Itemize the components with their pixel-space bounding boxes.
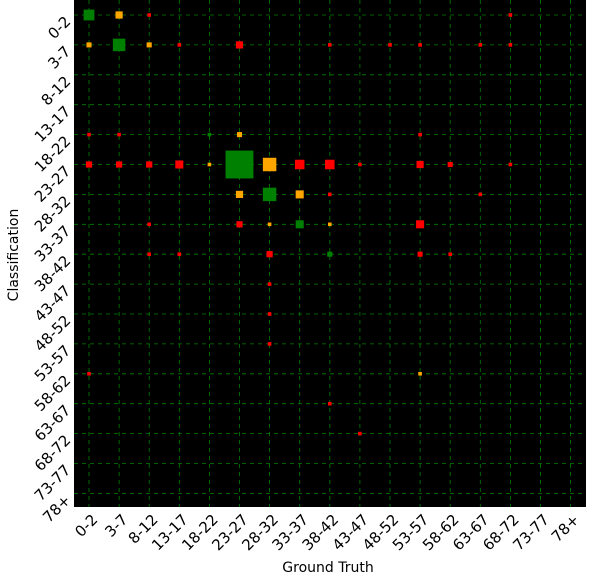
marker-wrong bbox=[294, 159, 305, 170]
grid-lines bbox=[74, 0, 586, 507]
y-axis-label: Classification bbox=[6, 209, 22, 302]
marker-wrong bbox=[478, 43, 483, 47]
marker-wrong bbox=[508, 43, 513, 47]
marker-correct bbox=[225, 150, 254, 179]
marker-correct bbox=[112, 38, 126, 52]
marker-adjacent bbox=[235, 190, 244, 198]
marker-wrong bbox=[146, 161, 153, 168]
marker-wrong bbox=[267, 282, 272, 286]
marker-adjacent bbox=[267, 222, 272, 227]
y-tick-labels: 0-23-78-1213-1718-2223-2728-3233-3738-42… bbox=[31, 13, 75, 527]
marker-adjacent bbox=[207, 162, 212, 167]
marker-correct bbox=[327, 251, 333, 257]
marker-wrong bbox=[115, 161, 123, 168]
marker-wrong bbox=[417, 251, 423, 257]
marker-correct bbox=[262, 187, 277, 202]
marker-wrong bbox=[508, 162, 513, 167]
marker-wrong bbox=[235, 41, 244, 49]
y-tick-label: 3-7 bbox=[44, 43, 74, 73]
marker-wrong bbox=[447, 161, 453, 168]
marker-wrong bbox=[418, 132, 422, 137]
marker-adjacent bbox=[262, 157, 277, 172]
marker-wrong bbox=[266, 251, 273, 258]
marker-correct bbox=[83, 9, 95, 21]
marker-adjacent bbox=[86, 42, 92, 48]
marker-wrong bbox=[416, 220, 425, 229]
marker-wrong bbox=[328, 43, 332, 47]
x-tick-label: 78+ bbox=[548, 511, 583, 546]
marker-wrong bbox=[478, 192, 483, 197]
marker-wrong bbox=[147, 222, 151, 227]
marker-adjacent bbox=[328, 222, 332, 227]
data-markers bbox=[83, 9, 513, 436]
marker-wrong bbox=[236, 221, 243, 228]
marker-adjacent bbox=[236, 132, 243, 138]
y-tick-label: 0-2 bbox=[44, 13, 74, 43]
x-tick-labels: 0-2 3-78-1213-1718-2223-2728-3233-3738-42… bbox=[71, 511, 583, 555]
x-tick-label: 0-2 bbox=[71, 511, 101, 541]
marker-wrong bbox=[448, 252, 452, 256]
x-axis-label: Ground Truth bbox=[282, 560, 373, 576]
marker-wrong bbox=[267, 312, 272, 316]
marker-correct bbox=[207, 132, 212, 137]
marker-wrong bbox=[117, 132, 121, 137]
marker-wrong bbox=[147, 252, 151, 256]
marker-wrong bbox=[388, 43, 392, 47]
marker-adjacent bbox=[295, 190, 304, 199]
marker-wrong bbox=[328, 192, 332, 197]
marker-wrong bbox=[418, 43, 422, 47]
marker-wrong bbox=[85, 161, 93, 168]
marker-wrong bbox=[267, 342, 272, 346]
marker-wrong bbox=[87, 372, 91, 376]
marker-adjacent bbox=[115, 11, 123, 19]
marker-wrong bbox=[175, 160, 184, 169]
marker-correct bbox=[295, 220, 304, 229]
y-tick-label: 8-12 bbox=[38, 72, 75, 109]
marker-wrong bbox=[87, 132, 91, 137]
marker-wrong bbox=[177, 43, 182, 47]
marker-wrong bbox=[177, 252, 182, 256]
marker-wrong bbox=[508, 13, 513, 17]
marker-wrong bbox=[416, 160, 424, 169]
marker-wrong bbox=[358, 162, 362, 167]
marker-wrong bbox=[325, 159, 335, 170]
marker-wrong bbox=[358, 431, 362, 436]
marker-adjacent bbox=[418, 372, 422, 376]
marker-adjacent bbox=[146, 42, 152, 48]
marker-wrong bbox=[328, 401, 332, 406]
marker-wrong bbox=[147, 13, 151, 17]
